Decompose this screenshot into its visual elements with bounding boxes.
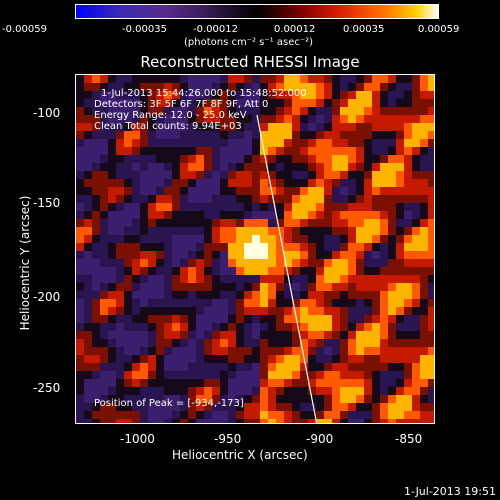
plot-timestamp: 1-Jul-2013 19:51 — [403, 485, 496, 498]
colorbar-tick-label: -0.00035 — [122, 24, 167, 35]
x-tick-label: -900 — [306, 432, 334, 446]
y-axis-label: Heliocentric Y (arcsec) — [18, 195, 32, 331]
time-range-label: 1-Jul-2013 15:44:26.000 to 15:48:52.000 — [101, 88, 307, 99]
x-axis-label: Heliocentric X (arcsec) — [172, 448, 308, 462]
colorbar-tick-label: 0.00035 — [343, 24, 385, 35]
y-tick-label: -100 — [33, 106, 61, 120]
colorbar-tick-label: -0.00012 — [193, 24, 238, 35]
x-tick-label: -950 — [214, 432, 242, 446]
detectors-label: Detectors: 3F 5F 6F 7F 8F 9F, Att 0 — [94, 99, 269, 110]
reconstructed-image — [76, 75, 434, 423]
colorbar-units: (photons cm⁻² s⁻¹ asec⁻²) — [184, 37, 314, 48]
colorbar-tick-label: -0.00059 — [2, 24, 47, 35]
y-tick-label: -200 — [33, 290, 61, 304]
solar-limb-line — [256, 114, 318, 423]
y-tick-label: -150 — [33, 196, 61, 210]
y-tick-label: -250 — [33, 381, 61, 395]
peak-position-label: Position of Peak = [-934,-173] — [94, 398, 244, 409]
colorbar-tick-label: 0.00059 — [418, 24, 460, 35]
rhessi-image-plot: 1-Jul-2013 15:44:26.000 to 15:48:52.000 … — [75, 74, 435, 424]
x-tick-label: -1000 — [120, 432, 155, 446]
x-tick-label: -850 — [395, 432, 423, 446]
colorbar-tick-label: 0.00012 — [274, 24, 316, 35]
clean-counts-label: Clean Total counts: 9.94E+03 — [94, 121, 242, 132]
energy-range-label: Energy Range: 12.0 - 25.0 keV — [94, 110, 247, 121]
plot-title: Reconstructed RHESSI Image — [140, 53, 360, 71]
colorbar — [75, 4, 439, 19]
